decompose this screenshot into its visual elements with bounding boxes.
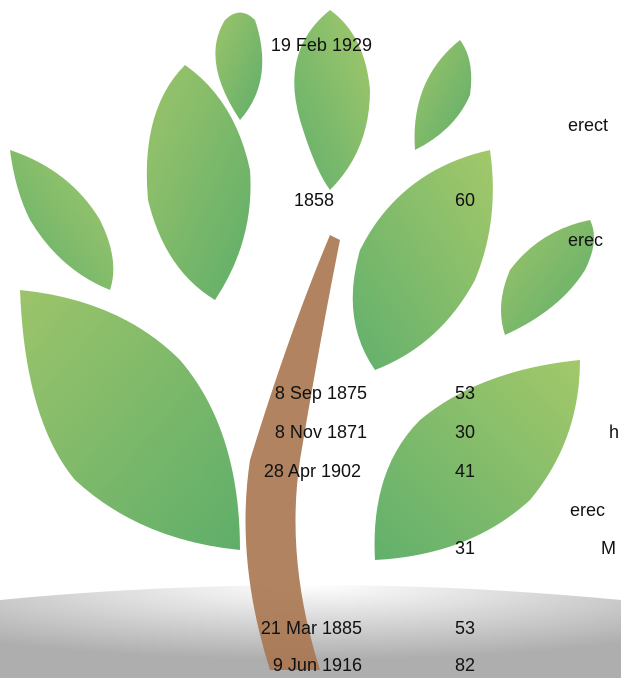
date-cell: 9 Jun 1916	[273, 654, 362, 676]
date-cell: 8 Nov 1871	[275, 421, 367, 443]
note-cell: erec	[570, 499, 605, 521]
date-cell: 1858	[294, 189, 334, 211]
tree-illustration	[0, 0, 621, 678]
note-cell: erect	[568, 114, 608, 136]
date-cell: 28 Apr 1902	[264, 460, 361, 482]
date-cell: 21 Mar 1885	[261, 617, 362, 639]
age-cell: 53	[455, 617, 475, 639]
date-cell: 8 Sep 1875	[275, 382, 367, 404]
date-cell: 19 Feb 1929	[271, 34, 372, 56]
age-cell: 41	[455, 460, 475, 482]
note-cell: h	[609, 421, 619, 443]
note-cell: M	[601, 537, 616, 559]
age-cell: 60	[455, 189, 475, 211]
age-cell: 82	[455, 654, 475, 676]
age-cell: 30	[455, 421, 475, 443]
age-cell: 31	[455, 537, 475, 559]
page: 19 Feb 1929 erect 1858 60 erec 8 Sep 1875 53 8 …	[0, 0, 621, 678]
age-cell: 53	[455, 382, 475, 404]
note-cell: erec	[568, 229, 603, 251]
